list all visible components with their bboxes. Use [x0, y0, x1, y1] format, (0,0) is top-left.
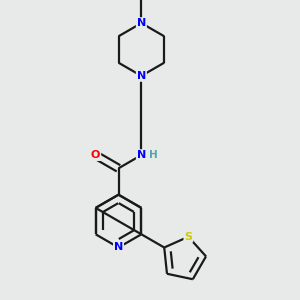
- Text: S: S: [184, 232, 192, 242]
- Text: N: N: [114, 242, 123, 253]
- Text: O: O: [91, 150, 100, 160]
- Text: N: N: [137, 71, 146, 81]
- Text: N: N: [137, 18, 146, 28]
- Text: N: N: [137, 150, 146, 160]
- Text: H: H: [149, 150, 158, 160]
